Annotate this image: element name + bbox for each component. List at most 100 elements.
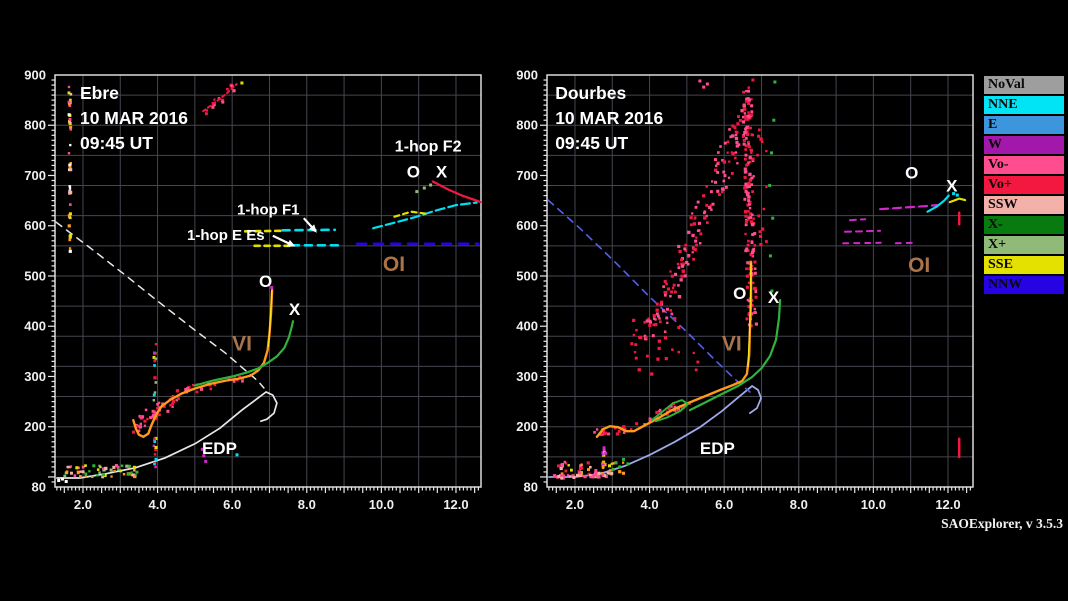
legend-item-label: NoVal (988, 77, 1025, 92)
dot-group (200, 286, 274, 463)
station-name: Ebre (80, 83, 119, 103)
y-tick-label: 600 (516, 218, 538, 233)
station-time: 09:45 UT (80, 133, 153, 153)
cluster-spread-f-oblique (643, 107, 750, 341)
app-version: SAOExplorer, v 3.5.3 (941, 516, 1063, 531)
annotation-1-hop-e-es: 1-hop E Es (187, 227, 265, 244)
x-tick-label: 6.0 (715, 497, 733, 512)
trace-f2-yellow (948, 197, 967, 204)
dot-group (611, 80, 777, 471)
y-tick-label: 600 (24, 218, 46, 233)
grid (547, 75, 973, 487)
trace-x-trace-loop (650, 398, 690, 423)
y-tick-label: 900 (24, 68, 46, 83)
trace-x-trace (688, 299, 782, 412)
y-tick-label: 300 (24, 369, 46, 384)
station-name: Dourbes (555, 83, 626, 103)
trace-o-trace-top (267, 290, 273, 347)
annotation-o: O (733, 284, 746, 303)
legend-item-nnw: NNW (984, 276, 1064, 294)
legend-item-label: NNE (988, 97, 1018, 112)
legend-item-vo-: Vo- (984, 156, 1064, 174)
y-tick-label: 500 (24, 268, 46, 283)
panel-dourbes: 2.0 4.0 6.0 8.0 10.0 12.0 900 800 700 600 500 400 30… (516, 68, 974, 513)
legend-item-noval: NoVal (984, 76, 1064, 94)
trace-f2-yellow-bits (393, 210, 428, 218)
trace-f2-x-crimson (431, 180, 482, 204)
x-tick-label: 12.0 (443, 497, 468, 512)
annotation-o: O (259, 272, 272, 291)
y-tick-label: 400 (516, 319, 538, 334)
x-tick-label: 12.0 (935, 497, 960, 512)
annotation-x: X (289, 300, 301, 319)
trace-o-trace-top (747, 262, 752, 367)
legend-item-x+: X+ (984, 236, 1064, 254)
annotation-o: O (407, 162, 420, 181)
cluster-spread-lower-sparse (630, 317, 700, 376)
legend-item-label: SSW (988, 197, 1018, 212)
x-tick-label: 2.0 (74, 497, 92, 512)
y-tick-label: 700 (516, 168, 538, 183)
legend-item-x-: X- (984, 216, 1064, 234)
annotation-arrow-icon (272, 234, 296, 247)
station-block: Ebre 10 MAR 2016 09:45 UT (80, 83, 188, 153)
legend-item-label: E (988, 117, 998, 132)
y-tick-label: 300 (516, 369, 538, 384)
annotation-x: X (768, 288, 780, 307)
annotation-edp: EDP (202, 439, 237, 458)
dot-group (235, 453, 239, 457)
dot-group (751, 78, 755, 82)
x-tick-label: 4.0 (641, 497, 659, 512)
legend-item-label: SSE (988, 257, 1013, 272)
y-tick-label: 800 (24, 118, 46, 133)
curve-edp-bottomside (548, 384, 763, 478)
y-tick-label: 900 (516, 68, 538, 83)
trace-x-trace (193, 320, 295, 387)
dot-group (240, 81, 244, 85)
y-tick-label: 80 (524, 480, 538, 495)
y-tick-label: 400 (24, 319, 46, 334)
trace-f2-magenta (878, 204, 938, 211)
curve-edp-topside (547, 199, 751, 393)
trace-top-oblique (202, 83, 238, 113)
trace-f1-row-cyan (281, 228, 337, 232)
legend-item-label: Vo+ (988, 177, 1012, 192)
x-tick-label: 6.0 (223, 497, 241, 512)
legend-item-label: Vo- (988, 157, 1009, 172)
axis-tick-labels: 2.0 4.0 6.0 8.0 10.0 12.0 900 800 700 600 500 400 30… (516, 68, 960, 513)
x-tick-label: 10.0 (861, 497, 886, 512)
trace-f1-row-yellow (243, 229, 283, 233)
annotation-x: X (946, 177, 958, 196)
y-tick-label: 200 (516, 419, 538, 434)
curve-edp-bottomside (56, 391, 278, 479)
x-tick-label: 4.0 (149, 497, 167, 512)
y-tick-label: 200 (24, 419, 46, 434)
dot-group (698, 79, 709, 89)
annotation-edp: EDP (700, 439, 735, 458)
annotation-1-hop-f1: 1-hop F1 (237, 202, 299, 219)
legend-item-label: X- (988, 217, 1003, 232)
station-block: Dourbes 10 MAR 2016 09:45 UT (555, 83, 663, 153)
cluster-salmon-row (556, 473, 608, 480)
annotation-vi: VI (722, 332, 742, 355)
trace-magenta-row-3b (894, 241, 914, 245)
legend-item-vo+: Vo+ (984, 176, 1064, 194)
legend-item-nne: NNE (984, 96, 1064, 114)
cluster-dotted-column-1 (67, 85, 73, 253)
dot-group (57, 477, 68, 483)
cluster-red-fringe-a (131, 395, 180, 434)
axis-ticks (540, 79, 971, 493)
velocity-legend: NoVal NNE E W Vo- Vo+ SSW X- X+ SSE NNW (984, 76, 1064, 296)
legend-item-w: W (984, 136, 1064, 154)
legend-item-label: NNW (988, 277, 1023, 292)
annotation-oi: OI (383, 253, 405, 276)
x-tick-label: 8.0 (298, 497, 316, 512)
annotation-1-hop-f2: 1-hop F2 (395, 138, 462, 155)
station-date: 10 MAR 2016 (80, 108, 188, 128)
y-tick-label: 800 (516, 118, 538, 133)
grid (55, 75, 481, 487)
trace-magenta-row-1 (848, 218, 867, 222)
legend-item-e: E (984, 116, 1064, 134)
